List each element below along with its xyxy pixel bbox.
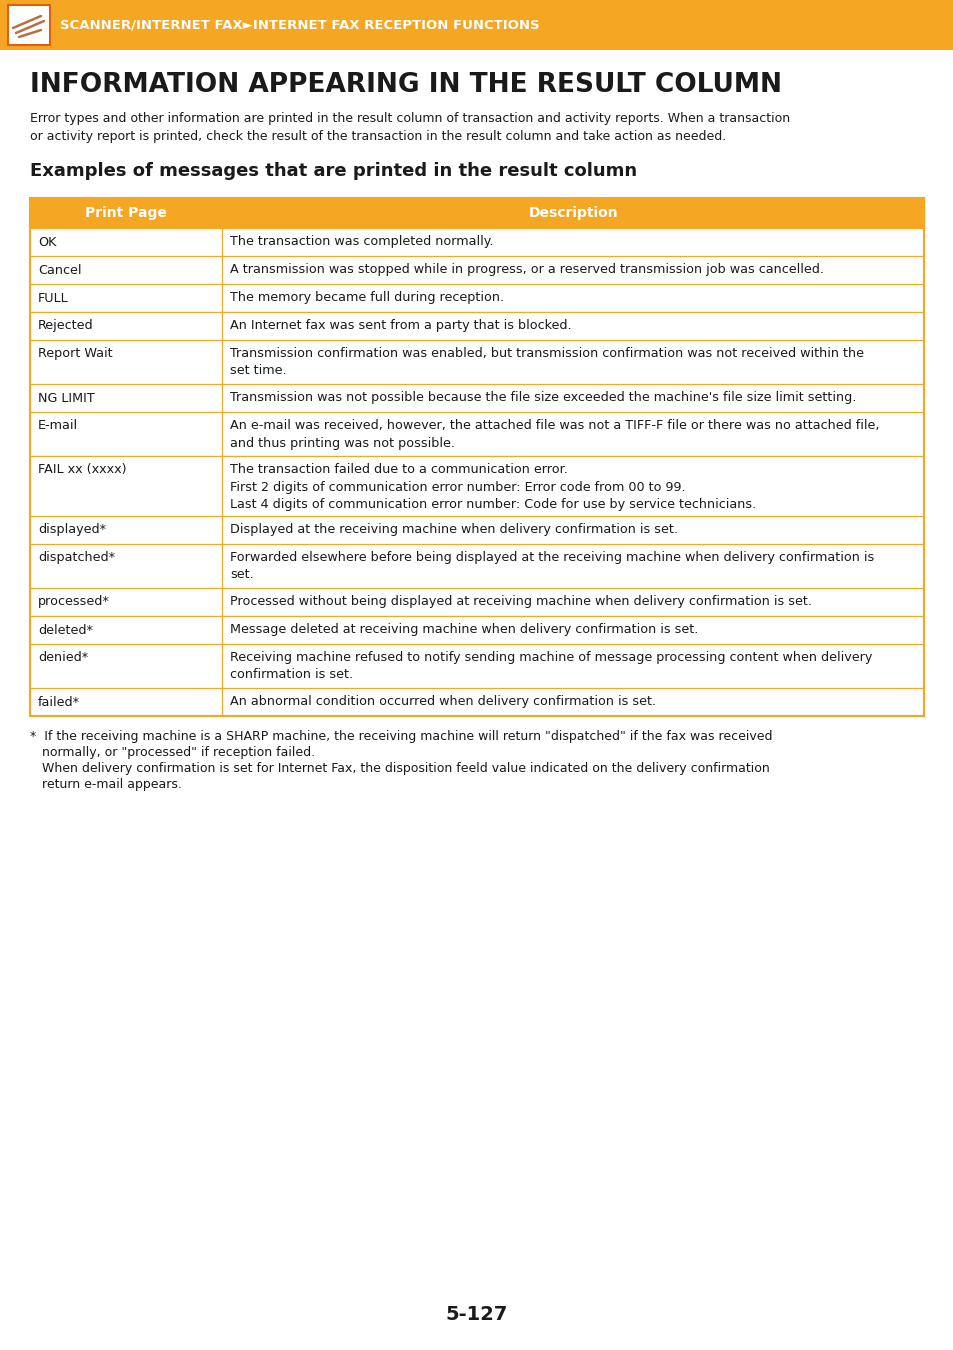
Bar [30, 256, 923, 284]
Text: SCANNER/INTERNET FAX►INTERNET FAX RECEPTION FUNCTIONS: SCANNER/INTERNET FAX►INTERNET FAX RECEPT… [60, 19, 539, 31]
Text: Error types and other information are printed in the result column of transactio: Error types and other information are pr… [30, 112, 789, 143]
Text: denied*: denied* [38, 651, 89, 664]
Text: 5-127: 5-127 [445, 1305, 508, 1324]
Text: When delivery confirmation is set for Internet Fax, the disposition feeld value : When delivery confirmation is set for In… [30, 761, 769, 775]
Bar [30, 284, 923, 312]
Text: NG LIMIT: NG LIMIT [38, 392, 94, 405]
Text: Transmission confirmation was enabled, but transmission confirmation was not rec: Transmission confirmation was enabled, b… [230, 347, 863, 378]
Text: return e-mail appears.: return e-mail appears. [30, 778, 182, 791]
Text: FAIL xx (xxxx): FAIL xx (xxxx) [38, 463, 127, 477]
Bar [30, 383, 923, 412]
Text: *  If the receiving machine is a SHARP machine, the receiving machine will retur: * If the receiving machine is a SHARP ma… [30, 730, 772, 742]
Text: Transmission was not possible because the file size exceeded the machine's file : Transmission was not possible because th… [230, 392, 856, 405]
Text: failed*: failed* [38, 695, 80, 709]
Text: Message deleted at receiving machine when delivery confirmation is set.: Message deleted at receiving machine whe… [230, 624, 698, 636]
Text: INFORMATION APPEARING IN THE RESULT COLUMN: INFORMATION APPEARING IN THE RESULT COLU… [30, 72, 781, 99]
Bar [30, 198, 923, 716]
Text: displayed*: displayed* [38, 524, 106, 536]
Text: Examples of messages that are printed in the result column: Examples of messages that are printed in… [30, 162, 637, 180]
Text: Report Wait: Report Wait [38, 347, 112, 360]
Bar [30, 616, 923, 644]
Text: The memory became full during reception.: The memory became full during reception. [230, 292, 504, 305]
Bar [30, 456, 923, 516]
Text: An Internet fax was sent from a party that is blocked.: An Internet fax was sent from a party th… [230, 320, 571, 332]
Text: An e-mail was received, however, the attached file was not a TIFF-F file or ther: An e-mail was received, however, the att… [230, 418, 879, 450]
Text: Description: Description [528, 207, 618, 220]
Text: OK: OK [38, 235, 56, 248]
Text: Displayed at the receiving machine when delivery confirmation is set.: Displayed at the receiving machine when … [230, 524, 678, 536]
Text: FULL: FULL [38, 292, 69, 305]
Bar [30, 644, 923, 688]
Text: The transaction was completed normally.: The transaction was completed normally. [230, 235, 494, 248]
Bar [30, 312, 923, 340]
Bar [30, 412, 923, 456]
Bar [30, 516, 923, 544]
Bar [30, 688, 923, 716]
Text: Processed without being displayed at receiving machine when delivery confirmatio: Processed without being displayed at rec… [230, 595, 811, 609]
Bar [30, 340, 923, 383]
Text: processed*: processed* [38, 595, 110, 609]
Text: normally, or "processed" if reception failed.: normally, or "processed" if reception fa… [30, 747, 314, 759]
Bar [0, 0, 953, 50]
Text: E-mail: E-mail [38, 418, 78, 432]
Text: Forwarded elsewhere before being displayed at the receiving machine when deliver: Forwarded elsewhere before being display… [230, 551, 874, 582]
Text: The transaction failed due to a communication error.
First 2 digits of communica: The transaction failed due to a communic… [230, 463, 756, 512]
Bar [8, 5, 50, 45]
Text: deleted*: deleted* [38, 624, 92, 636]
Bar [30, 228, 923, 256]
Bar [30, 544, 923, 589]
Text: dispatched*: dispatched* [38, 551, 115, 564]
Text: Receiving machine refused to notify sending machine of message processing conten: Receiving machine refused to notify send… [230, 651, 872, 682]
Text: Print Page: Print Page [85, 207, 167, 220]
Text: Cancel: Cancel [38, 263, 81, 277]
Bar [30, 198, 923, 228]
Text: A transmission was stopped while in progress, or a reserved transmission job was: A transmission was stopped while in prog… [230, 263, 823, 277]
Text: An abnormal condition occurred when delivery confirmation is set.: An abnormal condition occurred when deli… [230, 695, 656, 709]
Text: Rejected: Rejected [38, 320, 93, 332]
Bar [30, 589, 923, 616]
